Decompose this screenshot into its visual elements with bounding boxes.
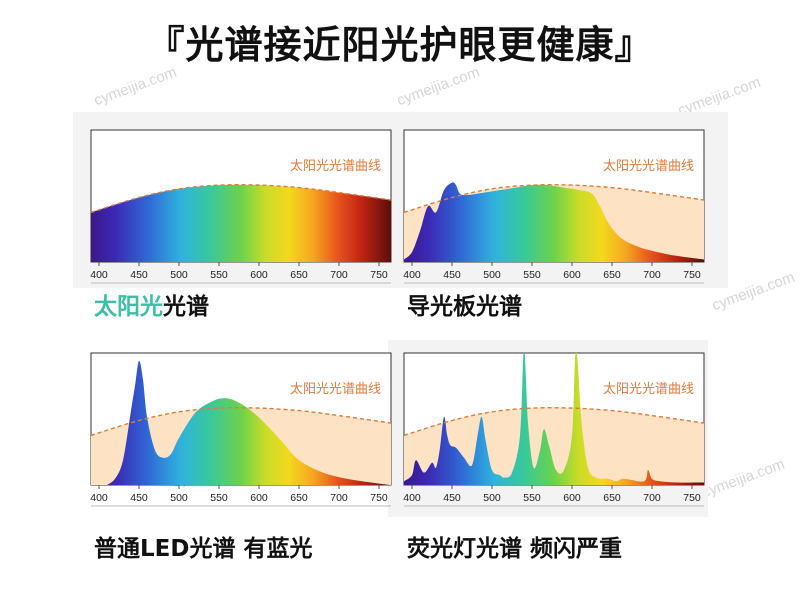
x-tick-label: 600 — [563, 492, 581, 504]
x-tick-label: 650 — [290, 492, 308, 504]
caption-highlight: 太阳光 — [94, 294, 163, 320]
x-tick-label: 450 — [443, 492, 461, 504]
sunlight-reference-line — [91, 407, 391, 437]
caption-light-guide: 导光板光谱 — [407, 287, 522, 321]
x-tick-label: 500 — [170, 269, 188, 281]
legend-label: 太阳光光谱曲线 — [603, 159, 694, 174]
sunlight-reference-line — [404, 407, 704, 437]
chart-svg: 太阳光光谱曲线 400 450 500 550 600 650 700 750 — [90, 129, 392, 284]
caption-text: 荧光灯光谱 频闪严重 — [407, 536, 623, 562]
caption-text: 普通LED光谱 有蓝光 — [94, 536, 313, 562]
watermark: cymeijia.com — [699, 455, 787, 502]
x-tick-label: 550 — [210, 269, 228, 281]
led-spectrum-chart: 太阳光光谱曲线 400 450 500 550 600 650 700 750 — [80, 345, 395, 527]
sunlight-reference-line — [91, 184, 391, 214]
chart-svg: 太阳光光谱曲线 400 450 500 550 600 650 700 750 — [90, 352, 392, 507]
x-tick-label: 550 — [523, 492, 541, 504]
legend-label: 太阳光光谱曲线 — [290, 159, 381, 174]
x-tick-label: 700 — [330, 492, 348, 504]
x-tick-label: 750 — [370, 492, 388, 504]
fluorescent-spectrum-chart: 太阳光光谱曲线 400 450 500 550 600 650 700 750 — [393, 345, 708, 527]
x-tick-label: 700 — [643, 492, 661, 504]
legend-label: 太阳光光谱曲线 — [290, 382, 381, 397]
page-title: 『光谱接近阳光护眼更健康』 — [146, 23, 654, 67]
light-guide-spectrum-chart: 太阳光光谱曲线 400 450 500 550 600 650 700 750 — [393, 122, 708, 304]
x-tick-label: 400 — [403, 492, 421, 504]
x-tick-label: 450 — [130, 492, 148, 504]
x-tick-label: 400 — [90, 492, 108, 504]
legend-label: 太阳光光谱曲线 — [603, 382, 694, 397]
x-tick-label: 500 — [483, 492, 501, 504]
x-tick-label: 700 — [330, 269, 348, 281]
x-tick-label: 750 — [683, 492, 701, 504]
x-tick-label: 400 — [90, 269, 108, 281]
sunlight-spectrum-chart: 太阳光光谱曲线 400 450 500 550 600 650 700 750 — [80, 122, 395, 304]
x-tick-label: 550 — [523, 269, 541, 281]
sunlight-reference-line — [404, 184, 704, 214]
x-tick-label: 500 — [170, 492, 188, 504]
x-tick-label: 600 — [563, 269, 581, 281]
x-tick-label: 750 — [370, 269, 388, 281]
x-tick-label: 650 — [290, 269, 308, 281]
caption-text: 光谱 — [163, 294, 209, 320]
plot-area — [91, 184, 391, 262]
caption-led: 普通LED光谱 有蓝光 — [94, 529, 312, 563]
x-tick-label: 650 — [603, 492, 621, 504]
spectrum-series-area — [404, 182, 704, 262]
caption-sunlight: 太阳光光谱 — [94, 287, 209, 321]
spectrum-series-area — [404, 353, 704, 485]
watermark: cymeijia.com — [394, 63, 482, 110]
x-tick-label: 600 — [250, 269, 268, 281]
x-tick-label: 600 — [250, 492, 268, 504]
watermark: cymeijia.com — [91, 63, 179, 110]
caption-text: 导光板光谱 — [407, 294, 522, 320]
x-tick-label: 700 — [643, 269, 661, 281]
plot-area — [91, 360, 391, 485]
x-tick-label: 400 — [403, 269, 421, 281]
x-tick-label: 500 — [483, 269, 501, 281]
caption-fluorescent: 荧光灯光谱 频闪严重 — [407, 529, 622, 563]
plot-area — [404, 182, 704, 262]
spectrum-series-area — [107, 360, 391, 485]
x-tick-label: 650 — [603, 269, 621, 281]
spectrum-series-area — [91, 184, 391, 262]
plot-area — [404, 353, 704, 485]
chart-svg: 太阳光光谱曲线 400 450 500 550 600 650 700 750 — [403, 352, 705, 507]
x-tick-label: 750 — [683, 269, 701, 281]
x-tick-label: 450 — [130, 269, 148, 281]
chart-svg: 太阳光光谱曲线 400 450 500 550 600 650 700 750 — [403, 129, 705, 284]
x-tick-label: 450 — [443, 269, 461, 281]
x-tick-label: 550 — [210, 492, 228, 504]
